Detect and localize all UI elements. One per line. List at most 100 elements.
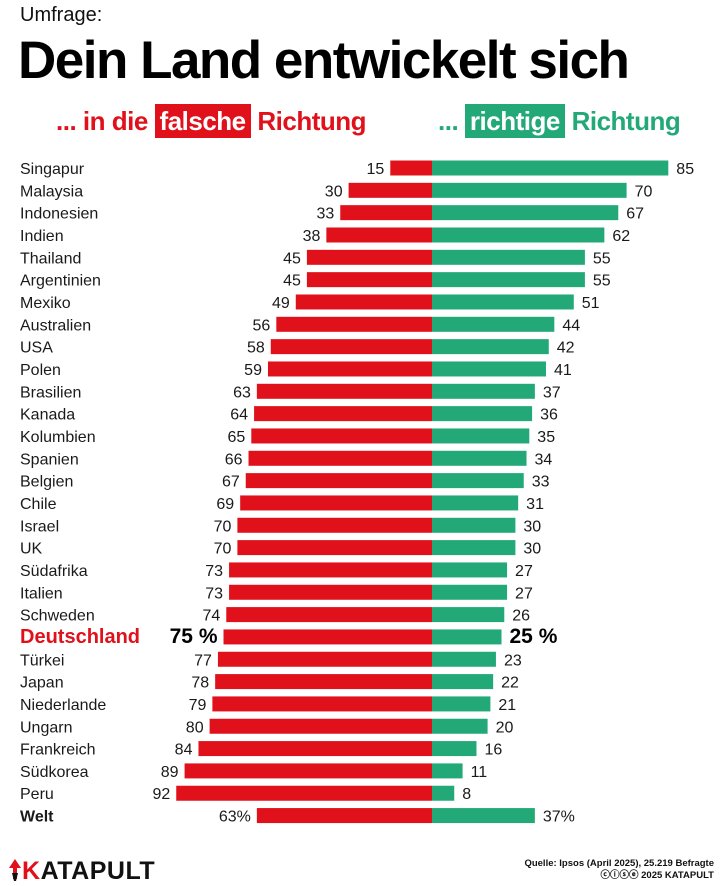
source-line: Quelle: Ipsos (April 2025), 25.219 Befra… bbox=[524, 858, 714, 869]
bar-wrong-20 bbox=[226, 607, 432, 623]
bar-wrong-13 bbox=[248, 450, 432, 466]
bar-wrong-28 bbox=[176, 785, 432, 801]
category-label: USA bbox=[20, 340, 53, 357]
value-label-wrong: 63% bbox=[219, 809, 251, 826]
logo-k: K bbox=[22, 857, 41, 885]
bar-right-3 bbox=[432, 227, 605, 243]
legend-wrong-suffix: Richtung bbox=[257, 106, 367, 136]
legend-right-suffix: Richtung bbox=[571, 106, 681, 136]
value-label-wrong: 73 bbox=[205, 585, 223, 602]
bar-wrong-7 bbox=[276, 316, 432, 332]
bar-right-28 bbox=[432, 785, 455, 801]
value-label-right: 33 bbox=[532, 474, 550, 491]
value-label-right: 31 bbox=[526, 496, 544, 513]
legend-wrong-prefix: ... in die bbox=[56, 106, 148, 136]
category-label: Südafrika bbox=[20, 563, 88, 580]
legend-right-prefix: ... bbox=[438, 106, 459, 136]
value-label-right: 36 bbox=[540, 407, 558, 424]
value-label-wrong: 56 bbox=[253, 317, 271, 334]
category-label: Japan bbox=[20, 675, 64, 692]
category-label: Südkorea bbox=[20, 764, 89, 781]
bar-wrong-8 bbox=[270, 339, 432, 355]
bar-wrong-18 bbox=[229, 562, 432, 578]
value-label-wrong: 63 bbox=[233, 384, 251, 401]
bar-right-22 bbox=[432, 651, 496, 667]
value-label-right: 51 bbox=[582, 295, 600, 312]
value-label-right: 11 bbox=[471, 764, 488, 781]
value-label-wrong: 65 bbox=[228, 429, 246, 446]
bar-right-6 bbox=[432, 294, 574, 310]
value-label-wrong: 30 bbox=[325, 183, 343, 200]
category-label: Indien bbox=[20, 228, 64, 245]
category-label: Brasilien bbox=[20, 384, 81, 401]
bar-wrong-6 bbox=[295, 294, 432, 310]
legend-wrong-box: falsche bbox=[154, 104, 251, 138]
category-label: Indonesien bbox=[20, 206, 98, 223]
bar-right-10 bbox=[432, 383, 535, 399]
value-label-wrong: 38 bbox=[303, 228, 321, 245]
legend-right-box: richtige bbox=[464, 104, 565, 138]
catapult-logo-icon bbox=[9, 859, 21, 881]
bar-wrong-26 bbox=[198, 741, 432, 757]
bar-right-0 bbox=[432, 160, 669, 176]
bar-wrong-14 bbox=[245, 473, 432, 489]
category-label: Niederlande bbox=[20, 697, 106, 714]
value-label-right: 37 bbox=[543, 384, 561, 401]
category-label: Frankreich bbox=[20, 742, 96, 759]
bar-wrong-10 bbox=[256, 383, 432, 399]
bar-right-26 bbox=[432, 741, 477, 757]
page-title: Dein Land entwickelt sich bbox=[18, 31, 630, 90]
category-label: Ungarn bbox=[20, 719, 72, 736]
source-note: Quelle: Ipsos (April 2025), 25.219 Befra… bbox=[524, 858, 714, 882]
value-label-right: 44 bbox=[562, 317, 580, 334]
category-label: Welt bbox=[20, 809, 54, 826]
value-label-wrong: 64 bbox=[230, 407, 248, 424]
bar-right-12 bbox=[432, 428, 530, 444]
bar-right-20 bbox=[432, 607, 505, 623]
katapult-logo: KATAPULT bbox=[8, 857, 155, 886]
value-label-wrong: 70 bbox=[214, 518, 232, 535]
license-line: ⓒⓘⓢⓔ 2025 KATAPULT bbox=[600, 870, 715, 881]
bar-right-8 bbox=[432, 339, 549, 355]
bar-right-5 bbox=[432, 272, 585, 288]
bar-wrong-9 bbox=[267, 361, 432, 377]
category-label: Polen bbox=[20, 362, 61, 379]
bar-wrong-25 bbox=[209, 718, 432, 734]
value-label-right: 30 bbox=[523, 518, 541, 535]
bar-wrong-19 bbox=[229, 584, 432, 600]
value-label-right: 67 bbox=[626, 206, 644, 223]
legend-right: ... richtige Richtung bbox=[438, 104, 681, 138]
value-label-wrong: 79 bbox=[189, 697, 207, 714]
value-label-right: 35 bbox=[537, 429, 555, 446]
value-label-wrong: 49 bbox=[272, 295, 290, 312]
category-label: Belgien bbox=[20, 474, 73, 491]
bar-right-13 bbox=[432, 450, 527, 466]
bar-right-25 bbox=[432, 718, 488, 734]
value-label-wrong: 84 bbox=[175, 742, 193, 759]
bar-right-14 bbox=[432, 473, 524, 489]
bar-right-11 bbox=[432, 406, 533, 422]
category-label: UK bbox=[20, 541, 43, 558]
bar-wrong-27 bbox=[184, 763, 432, 779]
legend-wrong: ... in die falsche Richtung bbox=[56, 104, 367, 138]
value-label-right: 41 bbox=[554, 362, 572, 379]
bar-wrong-3 bbox=[326, 227, 432, 243]
value-label-right: 30 bbox=[523, 541, 541, 558]
value-label-wrong: 78 bbox=[191, 675, 209, 692]
bar-wrong-15 bbox=[240, 495, 432, 511]
value-label-right: 22 bbox=[501, 675, 519, 692]
bar-wrong-4 bbox=[306, 249, 432, 265]
value-label-wrong: 92 bbox=[152, 786, 170, 803]
value-label-wrong: 66 bbox=[225, 451, 243, 468]
bar-wrong-22 bbox=[217, 651, 432, 667]
value-label-wrong: 89 bbox=[161, 764, 179, 781]
category-label: Kanada bbox=[20, 407, 75, 424]
value-label-right: 21 bbox=[498, 697, 516, 714]
bar-wrong-29 bbox=[256, 808, 432, 824]
bar-wrong-2 bbox=[340, 205, 432, 221]
category-label: Mexiko bbox=[20, 295, 71, 312]
bar-wrong-16 bbox=[237, 517, 432, 533]
bar-wrong-21 bbox=[223, 629, 432, 645]
bar-wrong-1 bbox=[348, 182, 432, 198]
